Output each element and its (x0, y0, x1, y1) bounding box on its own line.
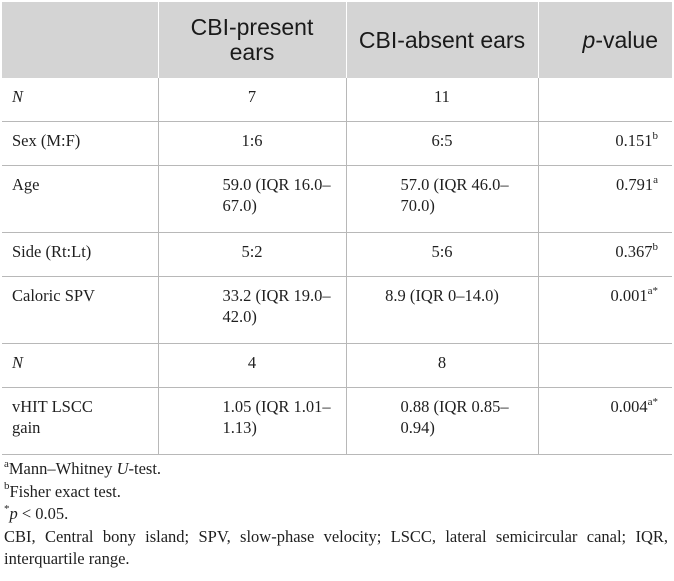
cell-absent: 8.9 (IQR 0–14.0) (345, 276, 538, 344)
cell-absent: 0.88 (IQR 0.85–0.94) (345, 387, 538, 455)
cell-p: 0.001a* (537, 276, 672, 344)
cell-present: 59.0 (IQR 16.0–67.0) (157, 165, 346, 233)
table-row: Sex (M:F) 1:6 6:5 0.151b (2, 121, 672, 166)
footnote-a-italic: U (116, 459, 129, 478)
cell-absent: 57.0 (IQR 46.0–70.0) (345, 165, 538, 233)
cell-present-text: 1.05 (IQR 1.01–1.13) (222, 397, 331, 437)
row-label: vHIT LSCC gain (2, 387, 158, 455)
cell-absent: 8 (345, 343, 538, 388)
table-row: N 4 8 (2, 343, 672, 388)
row-label: Age (2, 165, 158, 233)
footnote-a-tail: -test. (128, 459, 162, 478)
table-row: Side (Rt:Lt) 5:2 5:6 0.367b (2, 232, 672, 277)
cell-absent-text: 57.0 (IQR 46.0–70.0) (400, 175, 509, 215)
cell-present-text: 59.0 (IQR 16.0–67.0) (222, 175, 331, 215)
footnote-a: aMann–Whitney U-test. (4, 458, 668, 481)
footnote-a-text: Mann–Whitney (8, 459, 117, 478)
cell-p: 0.151b (537, 121, 672, 166)
cell-p (537, 78, 672, 122)
cell-p (537, 343, 672, 388)
table-row: N 7 11 (2, 78, 672, 122)
cell-absent-text: 0.88 (IQR 0.85–0.94) (400, 397, 509, 437)
cell-present: 1.05 (IQR 1.01–1.13) (157, 387, 346, 455)
cell-present-text: 33.2 (IQR 19.0–42.0) (222, 286, 331, 326)
cell-p-value: 0.151 (615, 131, 653, 150)
comparison-table: CBI-present ears CBI-absent ears p-value… (2, 2, 672, 455)
footnote-star-marker: * (4, 502, 10, 515)
header-p-value: p-value (537, 2, 672, 78)
row-label: N (2, 343, 158, 388)
row-label: Caloric SPV (2, 276, 158, 344)
header-empty (2, 2, 158, 78)
cell-present: 33.2 (IQR 19.0–42.0) (157, 276, 346, 344)
cell-p-value: 0.791 (615, 175, 654, 194)
table-row: Caloric SPV 33.2 (IQR 19.0–42.0) 8.9 (IQ… (2, 276, 672, 344)
footnote-b: bFisher exact test. (4, 481, 668, 504)
footnote-star: *p < 0.05. (4, 503, 668, 526)
row-label: Sex (M:F) (2, 121, 158, 166)
cell-p-value: 0.367 (615, 242, 653, 261)
footnote-star-text: < 0.05. (17, 504, 69, 523)
footnote-star-italic: p (9, 504, 18, 523)
table-footnotes: aMann–Whitney U-test. bFisher exact test… (4, 458, 668, 571)
cell-p-sup: a* (647, 395, 658, 408)
cell-p-value: 0.004 (610, 397, 648, 416)
cell-p-sup: a (653, 173, 658, 186)
row-label: Side (Rt:Lt) (2, 232, 158, 277)
table-row: vHIT LSCC gain 1.05 (IQR 1.01–1.13) 0.88… (2, 387, 672, 455)
cell-present: 5:2 (157, 232, 346, 277)
cell-present: 4 (157, 343, 346, 388)
cell-absent: 11 (345, 78, 538, 122)
cell-present: 1:6 (157, 121, 346, 166)
footnote-a-marker: a (4, 457, 9, 470)
header-cbi-absent: CBI-absent ears (345, 2, 538, 78)
cell-p: 0.367b (537, 232, 672, 277)
cell-p: 0.791a (537, 165, 672, 233)
cell-absent: 5:6 (345, 232, 538, 277)
header-row: CBI-present ears CBI-absent ears p-value (2, 2, 672, 78)
table-row: Age 59.0 (IQR 16.0–67.0) 57.0 (IQR 46.0–… (2, 165, 672, 233)
cell-present: 7 (157, 78, 346, 122)
footnote-b-text: Fisher exact test. (9, 481, 121, 501)
footnote-abbreviations: CBI, Central bony island; SPV, slow-phas… (4, 526, 668, 569)
cell-p-value: 0.001 (610, 286, 648, 305)
cell-p: 0.004a* (537, 387, 672, 455)
row-label-text: N (12, 87, 24, 106)
header-p-italic: p (582, 26, 596, 53)
header-p-rest: -value (595, 26, 658, 53)
header-cbi-present: CBI-present ears (157, 2, 346, 78)
cell-p-sup: b (652, 240, 659, 253)
row-label-text: vHIT LSCC gain (12, 397, 93, 437)
cell-p-sup: b (652, 129, 659, 142)
row-label: N (2, 78, 158, 122)
cell-p-sup: a* (647, 284, 658, 297)
row-label-text: N (12, 353, 24, 372)
footnote-b-marker: b (4, 480, 10, 492)
cell-absent: 6:5 (345, 121, 538, 166)
